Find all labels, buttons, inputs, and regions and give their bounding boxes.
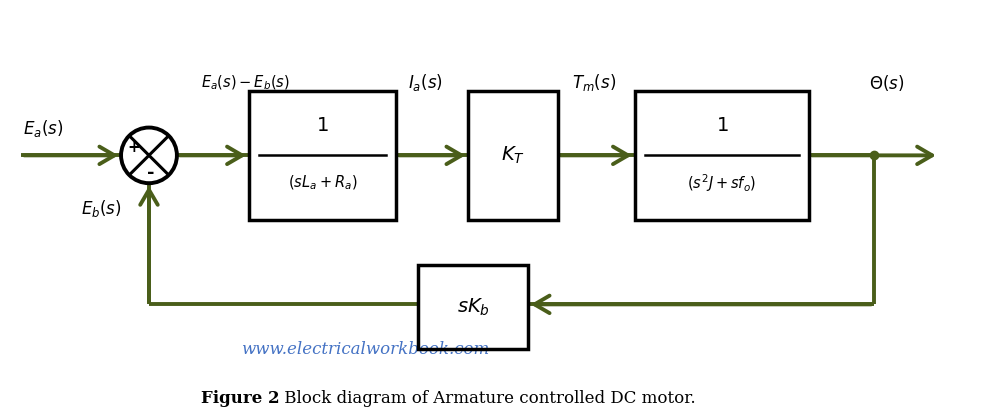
Text: $E_b(s)$: $E_b(s)$ [81,197,122,219]
Text: $sK_b$: $sK_b$ [457,296,490,318]
Text: +: + [128,140,140,155]
Text: $E_a(s)$: $E_a(s)$ [23,118,64,139]
Text: $\Theta(s)$: $\Theta(s)$ [869,73,904,93]
Text: -: - [147,164,155,182]
Text: Block diagram of Armature controlled DC motor.: Block diagram of Armature controlled DC … [278,390,695,407]
Text: $T_m(s)$: $T_m(s)$ [572,72,616,93]
Text: $1$: $1$ [716,116,728,135]
Bar [635,91,810,220]
Text: www.electricalworkbook.com: www.electricalworkbook.com [240,341,489,357]
Bar [418,265,528,349]
Text: $I_a(s)$: $I_a(s)$ [408,72,443,93]
Bar [248,91,396,220]
Text: Figure 2: Figure 2 [200,390,279,407]
Text: $K_T$: $K_T$ [500,145,525,166]
Bar [468,91,558,220]
Text: $E_a(s)-E_b(s)$: $E_a(s)-E_b(s)$ [200,74,290,92]
Text: $(s^2J+sf_o)$: $(s^2J+sf_o)$ [687,172,757,194]
Text: $1$: $1$ [316,116,329,135]
Text: $(sL_a+R_a)$: $(sL_a+R_a)$ [288,174,357,192]
